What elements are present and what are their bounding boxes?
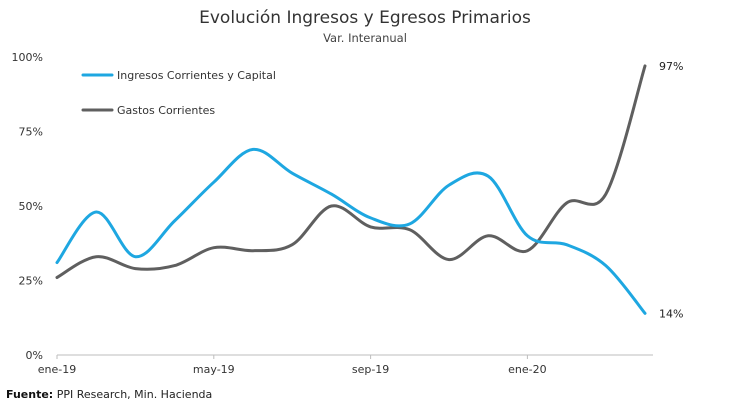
x-tick-label: ene-19 <box>38 363 76 376</box>
x-tick-label: sep-19 <box>352 363 389 376</box>
y-tick-label: 0% <box>26 349 43 362</box>
chart-title: Evolución Ingresos y Egresos Primarios <box>199 8 531 28</box>
y-tick-label: 100% <box>12 51 43 64</box>
source-note: Fuente: PPI Research, Min. Hacienda <box>6 388 212 401</box>
series-line-ingresos <box>55 147 647 315</box>
legend-label: Gastos Corrientes <box>117 104 215 117</box>
source-label: Fuente: <box>6 388 54 401</box>
legend-label: Ingresos Corrientes y Capital <box>117 69 276 82</box>
series-line-gastos <box>55 64 647 279</box>
y-tick-label: 75% <box>19 126 43 139</box>
end-label-ingresos: 14% <box>659 307 683 320</box>
x-tick-label: may-19 <box>193 363 235 376</box>
x-tick-label: ene-20 <box>508 363 546 376</box>
y-tick-label: 25% <box>19 275 43 288</box>
end-label-gastos: 97% <box>659 60 683 73</box>
source-text: PPI Research, Min. Hacienda <box>56 388 213 401</box>
y-tick-label: 50% <box>19 200 43 213</box>
chart-subtitle: Var. Interanual <box>323 31 407 45</box>
